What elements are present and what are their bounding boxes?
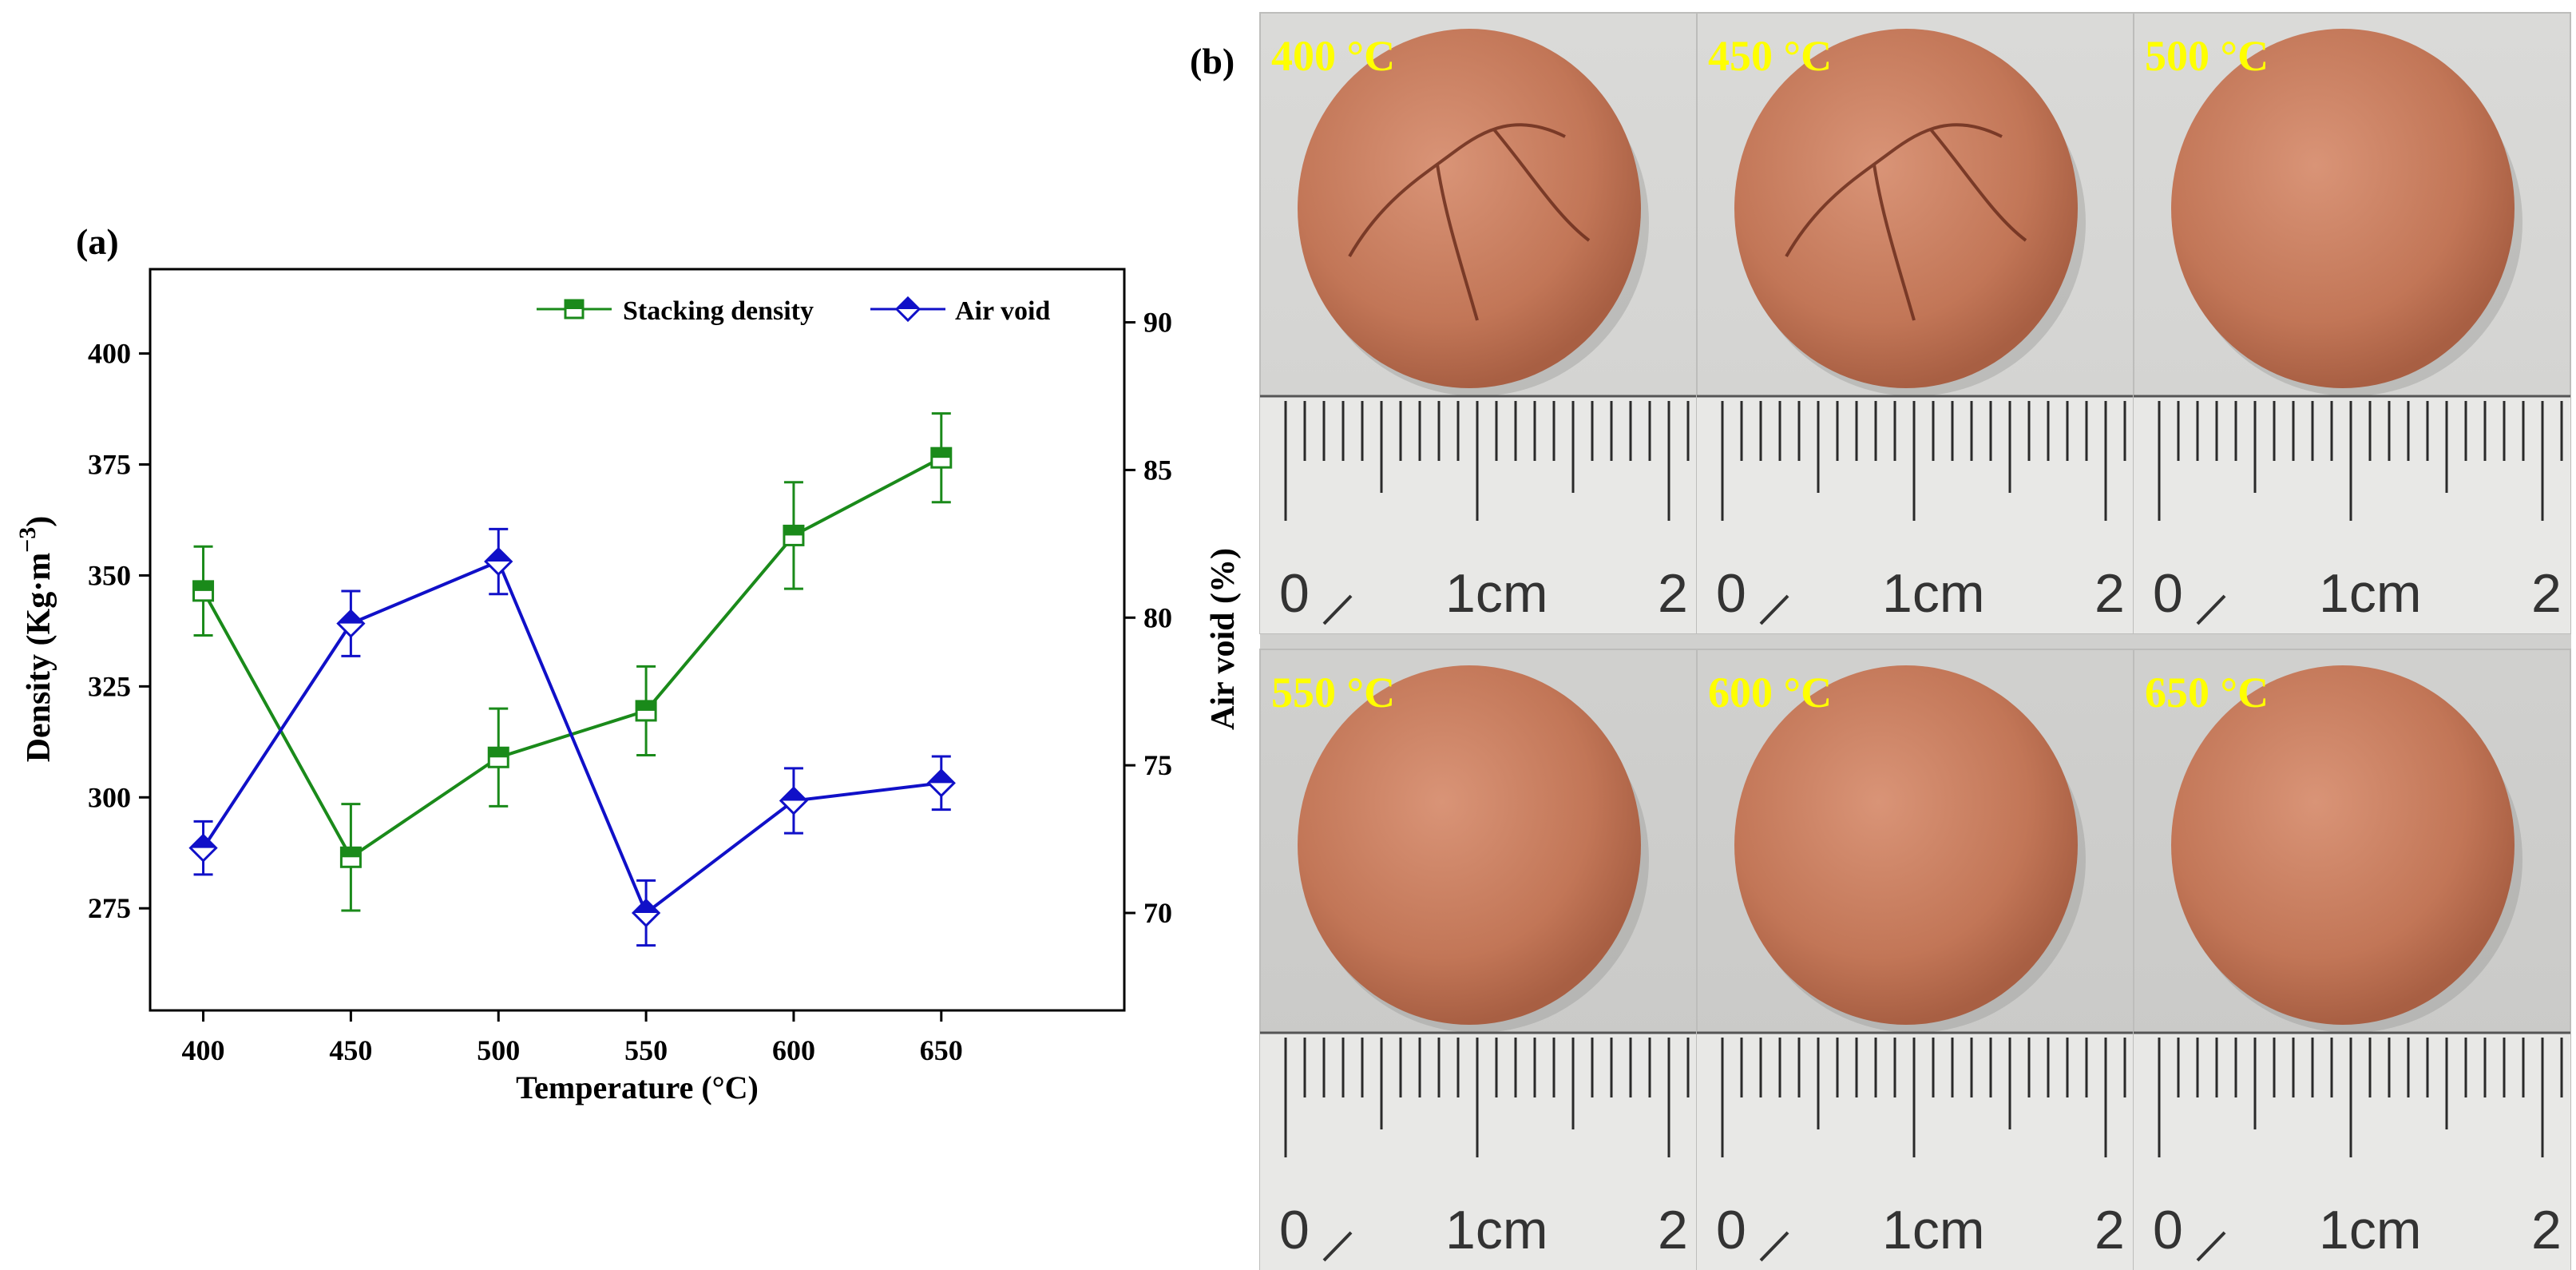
legend-air-void-label: Air void <box>955 296 1050 326</box>
ruler-slash <box>1322 594 1353 625</box>
ruler-cm-label: 1cm <box>1882 563 1984 624</box>
right-y-tick-label: 70 <box>1143 897 1172 929</box>
data-point-fill-air-void <box>190 835 216 848</box>
ruler-two-label: 2 <box>2531 1200 2562 1260</box>
x-tick-label: 500 <box>477 1034 520 1066</box>
ruler-slash <box>2196 594 2226 625</box>
left-y-axis-title-superscript: −3 <box>14 527 41 553</box>
data-point-fill-stacking-density <box>341 847 361 858</box>
ruler-slash <box>1322 1231 1353 1262</box>
left-y-tick-label: 325 <box>88 670 131 702</box>
right-y-tick-label: 90 <box>1143 307 1172 339</box>
photo-cell: 0 1cm 2 600 °C <box>1696 649 2134 1270</box>
legend-stacking-density-marker-fill <box>565 300 583 309</box>
right-y-tick-label: 80 <box>1143 601 1172 633</box>
ruler-cm-label: 1cm <box>1445 563 1548 624</box>
data-point-fill-stacking-density <box>193 581 213 591</box>
left-y-axis-title-close: ) <box>21 516 57 527</box>
left-y-tick-label: 400 <box>88 338 131 370</box>
clay-bead-photo <box>1734 29 2078 388</box>
photo-cell: 0 1cm 2 500 °C <box>2133 12 2571 634</box>
photo-cell-border <box>2133 649 2571 1270</box>
x-tick-label: 400 <box>182 1034 225 1066</box>
left-y-tick-label: 350 <box>88 559 131 591</box>
photo-cell: 0 1cm 2 650 °C <box>2133 649 2571 1270</box>
left-y-axis-title: Density (Kg·m−3) <box>14 516 57 763</box>
ruler-cm-label: 1cm <box>2319 563 2421 624</box>
temperature-label: 400 °C <box>1271 32 1395 80</box>
x-axis: 400 450 500 550 600 650 <box>182 1010 963 1066</box>
ruler-cm-label: 1cm <box>2319 1200 2421 1260</box>
clay-bead-photo <box>1734 665 2078 1025</box>
data-point-fill-air-void <box>338 610 364 624</box>
right-y-tick-label: 85 <box>1143 454 1172 486</box>
ruler-cm-label: 1cm <box>1445 1200 1548 1260</box>
data-point-fill-air-void <box>485 549 512 562</box>
ruler-two-label: 2 <box>1658 1200 1688 1260</box>
series-line-air-void <box>201 559 942 916</box>
left-y-axis-title-main: Density (Kg·m <box>21 553 57 762</box>
temperature-label: 650 °C <box>2145 669 2269 716</box>
panel-a-label: (a) <box>76 221 119 262</box>
x-tick-label: 600 <box>772 1034 815 1066</box>
data-point-fill-stacking-density <box>783 526 803 536</box>
chart-panel: (a) 400 450 500 550 600 650 275 300 325 350 375 40… <box>14 221 1242 1105</box>
series-air-void <box>188 527 956 947</box>
left-y-tick-label: 275 <box>88 892 131 924</box>
ruler-two-label: 2 <box>2094 1200 2125 1260</box>
clay-bead-photo <box>2171 665 2515 1025</box>
series-stacking-density <box>192 412 953 912</box>
x-tick-label: 450 <box>329 1034 372 1066</box>
x-axis-title: Temperature (°C) <box>516 1070 759 1105</box>
clay-bead-photo <box>1298 29 1641 388</box>
data-point-fill-stacking-density <box>636 700 656 711</box>
clay-bead-photo <box>1298 665 1641 1025</box>
ruler-slash <box>2196 1231 2226 1262</box>
left-y-tick-label: 375 <box>88 449 131 481</box>
bead-crack <box>1785 123 2027 321</box>
ruler-slash <box>1759 1231 1789 1262</box>
data-point-fill-air-void <box>780 788 806 801</box>
photo-cell: 0 1cm 2 450 °C <box>1696 12 2134 634</box>
legend-air-void-marker-fill <box>897 298 919 309</box>
data-point-fill-air-void <box>633 899 660 913</box>
temperature-label: 550 °C <box>1271 669 1395 716</box>
legend: Stacking density Air void <box>537 296 1050 326</box>
ruler-two-label: 2 <box>2531 563 2562 624</box>
series-layer <box>188 412 956 947</box>
ruler-zero-label: 0 <box>1279 1200 1310 1260</box>
ruler-cm-label: 1cm <box>1882 1200 1984 1260</box>
x-tick-label: 550 <box>624 1034 668 1066</box>
ruler-zero-label: 0 <box>2153 1200 2183 1260</box>
data-point-fill-stacking-density <box>931 448 951 458</box>
ruler-two-label: 2 <box>2094 563 2125 624</box>
clay-bead-photo <box>2171 29 2515 388</box>
photo-grid: 0 1cm 2 400 °C 0 1cm 2 450 °C 0 1cm 2 500 °C 0 1cm 2 55… <box>1259 12 2571 1270</box>
right-y-axis-title: Air void (%) <box>1205 548 1242 730</box>
legend-stacking-density-label: Stacking density <box>623 296 814 326</box>
plot-frame <box>149 268 1126 1012</box>
ruler-zero-label: 0 <box>1716 563 1746 624</box>
bead-crack <box>1348 123 1591 321</box>
temperature-label: 450 °C <box>1708 32 1832 80</box>
data-point-fill-stacking-density <box>489 748 509 758</box>
ruler-slash <box>1759 594 1789 625</box>
ruler-zero-label: 0 <box>2153 563 2183 624</box>
right-y-tick-label: 75 <box>1143 749 1172 781</box>
photo-cell: 0 1cm 2 400 °C <box>1259 12 1698 634</box>
temperature-label: 500 °C <box>2145 32 2269 80</box>
left-y-axis: 275 300 325 350 375 400 <box>88 338 150 924</box>
left-y-tick-label: 300 <box>88 781 131 813</box>
ruler-two-label: 2 <box>1658 563 1688 624</box>
right-y-axis: 70 75 80 85 90 <box>1124 307 1172 929</box>
ruler-zero-label: 0 <box>1716 1200 1746 1260</box>
x-tick-label: 650 <box>920 1034 963 1066</box>
photo-cell: 0 1cm 2 550 °C <box>1259 649 1698 1270</box>
ruler-zero-label: 0 <box>1279 563 1310 624</box>
data-point-fill-air-void <box>928 770 954 784</box>
panel-b-label: (b) <box>1190 41 1234 81</box>
temperature-label: 600 °C <box>1708 669 1832 716</box>
